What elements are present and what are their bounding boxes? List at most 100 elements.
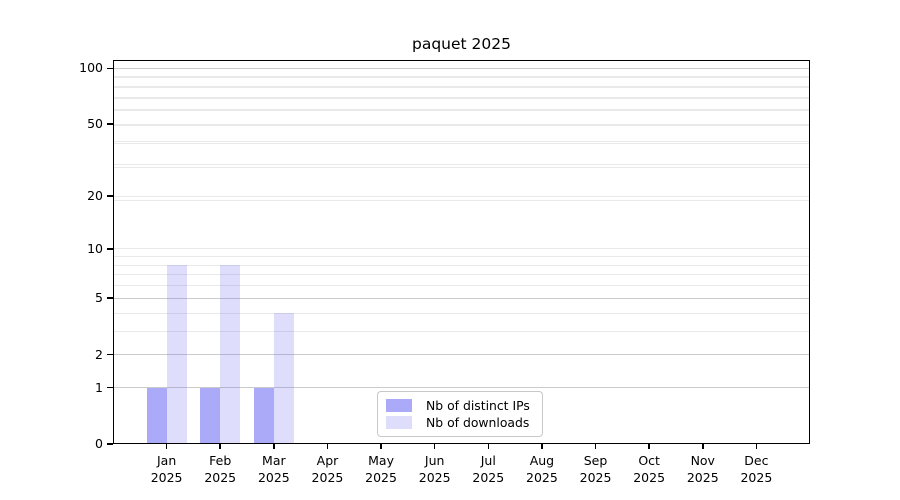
x-tick-year: 2025 [686,470,719,485]
y-tick-mark [107,297,113,299]
y-tick-mark [107,195,113,197]
x-tick-year: 2025 [472,470,505,485]
gridline-minor [113,330,810,332]
x-tick-label-dec: Dec 2025 [729,452,783,486]
x-tick-year: 2025 [579,470,612,485]
y-tick-mark [107,443,113,445]
gridline-minor [113,97,810,99]
y-tick-mark [107,353,113,356]
gridline-minor [113,285,810,287]
gridline-minor [113,264,810,266]
gridline-minor [113,110,810,112]
x-tick-mark [433,444,436,449]
gridline-minor [113,125,810,127]
bar-distinct-ips-feb [200,387,221,444]
gridline-major [113,297,810,299]
gridline-minor [113,141,810,143]
y-tick-mark [107,248,113,250]
y-tick-label: 5 [95,290,103,306]
gridline-minor [113,143,810,145]
bar-downloads-mar [273,313,294,444]
legend-item-distinct-ips: Nb of distinct IPs [386,398,534,413]
x-tick-year: 2025 [526,470,558,485]
gridline-major [113,354,810,356]
x-tick-month: Nov [690,453,715,468]
x-tick-label-mar: Mar 2025 [247,452,301,486]
x-tick-label-jul: Jul 2025 [461,452,515,486]
legend-item-downloads: Nb of downloads [386,415,534,430]
x-tick-month: May [368,453,394,468]
gridline-minor [113,76,810,78]
x-tick-label-jan: Jan 2025 [140,452,194,486]
y-tick-mark [107,386,113,389]
gridline-minor [113,108,810,110]
x-tick-month: Feb [209,453,232,468]
x-tick-month: Apr [316,453,339,468]
x-tick-label-jun: Jun 2025 [408,452,462,486]
legend-swatch-downloads [386,416,412,430]
gridline-minor [113,86,810,88]
x-tick-month: Jul [480,453,496,468]
gridline-minor [113,85,810,87]
gridline-minor [113,166,810,168]
x-tick-label-may: May 2025 [354,452,408,486]
x-tick-label-oct: Oct 2025 [622,452,676,486]
legend: Nb of distinct IPs Nb of downloads [377,391,543,437]
x-tick-label-aug: Aug 2025 [515,452,569,486]
y-tick-label: 0 [95,436,103,451]
x-tick-mark [702,444,704,449]
y-tick-mark [107,67,113,70]
bar-distinct-ips-mar [253,387,274,444]
x-tick-mark [380,444,382,449]
x-tick-mark [165,444,168,449]
x-tick-label-apr: Apr 2025 [300,452,354,486]
gridline-minor [113,256,810,258]
x-tick-mark [541,444,543,449]
x-tick-year: 2025 [740,470,773,485]
x-tick-month: Oct [638,453,660,468]
x-tick-mark [648,444,650,449]
gridline-major [113,67,810,69]
y-tick-mark [107,123,113,125]
gridline-minor [113,96,810,98]
legend-swatch-distinct-ips [386,398,412,412]
x-tick-year: 2025 [633,470,666,485]
y-tick-label: 1 [95,379,103,395]
x-tick-month: Mar [262,453,286,468]
y-tick-label: 20 [87,188,103,204]
x-tick-year: 2025 [150,470,183,485]
x-tick-month: Dec [744,453,769,468]
gridline-minor [113,77,810,79]
x-tick-mark [594,444,597,449]
x-tick-mark [326,444,329,449]
y-tick-label: 10 [87,240,103,256]
legend-label-distinct-ips: Nb of distinct IPs [426,397,530,413]
x-tick-mark [219,444,221,449]
x-tick-label-sep: Sep 2025 [569,452,623,486]
x-tick-year: 2025 [311,470,344,485]
x-tick-mark [487,444,490,449]
gridline-minor [113,274,810,276]
x-tick-mark [755,444,758,449]
x-tick-year: 2025 [204,470,237,485]
gridline-minor [113,164,810,166]
chart-title: paquet 2025 [412,35,511,53]
gridline-minor [113,248,810,250]
x-tick-year: 2025 [257,470,290,485]
gridline-minor [113,195,810,197]
gridline-minor [113,123,810,125]
x-tick-mark [273,444,275,449]
x-tick-month: Sep [583,453,608,468]
y-tick-label: 2 [95,346,103,362]
x-tick-label-nov: Nov 2025 [676,452,730,486]
x-tick-month: Aug [529,453,555,468]
legend-label-downloads: Nb of downloads [426,415,530,431]
x-tick-month: Jun [424,453,445,468]
bar-downloads-feb [220,265,241,444]
x-tick-year: 2025 [365,470,397,485]
y-tick-label: 100 [79,60,103,76]
gridline-minor [113,199,810,201]
y-tick-label: 50 [87,116,103,132]
x-tick-month: Jan [156,453,177,468]
